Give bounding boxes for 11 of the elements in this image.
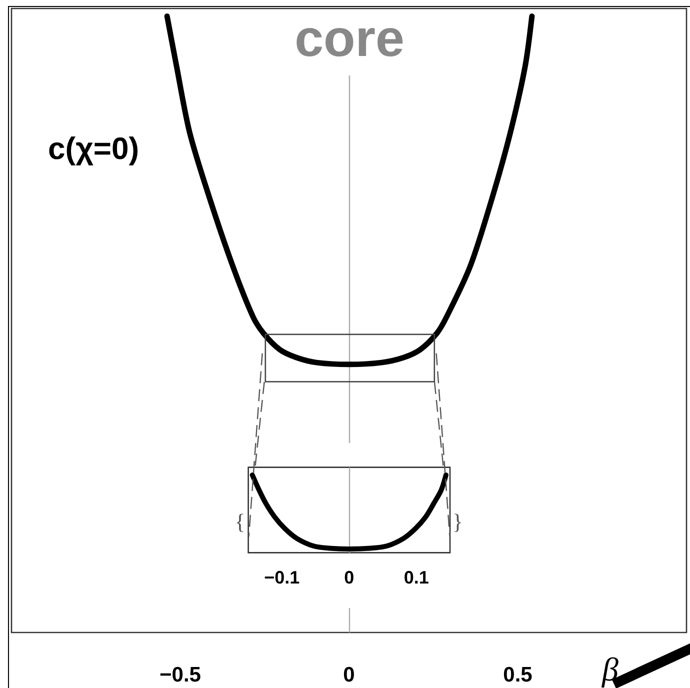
annotation: } xyxy=(452,509,463,534)
y-axis-title: c(χ=0) xyxy=(48,131,140,166)
x-tick-label: 0.1 xyxy=(404,568,429,588)
x-tick-label: 0 xyxy=(344,568,354,588)
x-tick-label: 0 xyxy=(343,664,355,686)
chart-title: core xyxy=(294,10,404,68)
x-tick-label: −0.5 xyxy=(160,664,202,686)
x-tick-label: −0.1 xyxy=(264,568,300,588)
annotation: { xyxy=(234,509,246,534)
x-tick-label: 0.5 xyxy=(503,664,533,686)
x-axis-title: β xyxy=(601,652,619,688)
